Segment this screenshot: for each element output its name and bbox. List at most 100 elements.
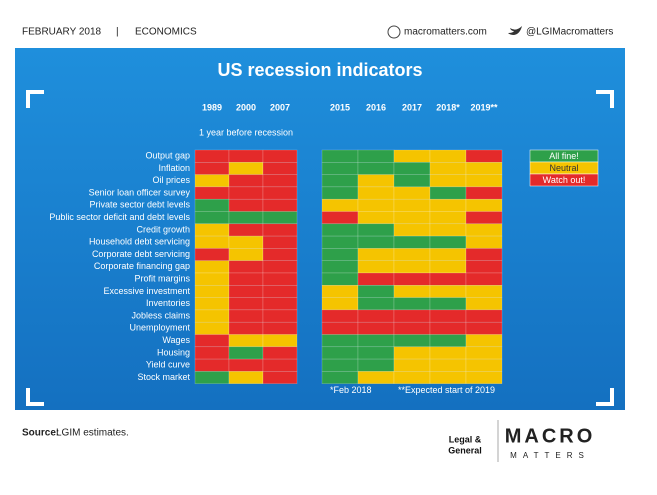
cell (228, 248, 264, 261)
column-label: 1989 (202, 102, 222, 112)
cell (429, 297, 467, 311)
cell (321, 358, 359, 372)
cell (262, 198, 298, 212)
row-label: Profit margins (134, 274, 190, 284)
cell (357, 309, 395, 323)
legend-swatch (529, 173, 599, 187)
cell (321, 186, 359, 200)
cell (465, 211, 503, 225)
cell (262, 223, 298, 237)
cell (321, 285, 359, 298)
legend-label: All fine! (549, 151, 579, 161)
row-label: Senior loan officer survey (89, 187, 191, 197)
row-label: Excessive investment (103, 286, 190, 296)
section: ECONOMICS (135, 27, 197, 38)
cell (262, 260, 298, 274)
cell (429, 248, 467, 261)
cell (194, 285, 230, 298)
cell (465, 248, 503, 261)
cell (393, 162, 431, 175)
cell (262, 309, 298, 323)
cell (194, 223, 230, 237)
cell (228, 260, 264, 274)
cell (228, 371, 264, 384)
cell (429, 223, 467, 237)
cell (194, 186, 230, 200)
cell (393, 223, 431, 237)
cell (429, 371, 467, 384)
cell (228, 174, 264, 188)
cell (228, 162, 264, 175)
cell (321, 223, 359, 237)
cell (465, 260, 503, 274)
legend-label: Neutral (549, 163, 578, 173)
row-label: Output gap (145, 151, 190, 161)
cell (429, 346, 467, 360)
row-label: Private sector debt levels (89, 200, 190, 210)
logo-bottom: MATTERS (510, 451, 590, 460)
cell (262, 297, 298, 311)
cell (262, 358, 298, 372)
cell (194, 358, 230, 372)
row-label: Housing (157, 347, 190, 357)
row-label: Yield curve (146, 360, 190, 370)
source-label: Source: (22, 428, 59, 439)
cell (465, 297, 503, 311)
cell (429, 358, 467, 372)
cell (194, 162, 230, 175)
cell (321, 198, 359, 212)
cell (393, 186, 431, 200)
cell (194, 297, 230, 311)
cell (393, 272, 431, 286)
cell (194, 272, 230, 286)
row-label: Unemployment (129, 323, 190, 333)
cell (228, 198, 264, 212)
row-label: Jobless claims (131, 310, 190, 320)
cell (228, 186, 264, 200)
cell (465, 174, 503, 188)
cell (429, 149, 467, 163)
cell (465, 162, 503, 175)
column-label: 2007 (270, 102, 290, 112)
cell (262, 248, 298, 261)
cell (429, 272, 467, 286)
row-label: Household debt servicing (89, 237, 190, 247)
cell (429, 211, 467, 225)
web-icon (387, 25, 401, 39)
column-label: 2019** (470, 102, 498, 112)
date: FEBRUARY 2018 (22, 27, 102, 38)
website: macromatters.com (404, 27, 487, 38)
cell (228, 211, 264, 225)
cell (357, 198, 395, 212)
cell (357, 371, 395, 384)
row-label: Stock market (137, 372, 190, 382)
cell (393, 346, 431, 360)
cell (465, 272, 503, 286)
cell (228, 309, 264, 323)
cell (262, 272, 298, 286)
cell (465, 309, 503, 323)
cell (429, 309, 467, 323)
column-label: 2000 (236, 102, 256, 112)
cell (465, 235, 503, 249)
cell (321, 334, 359, 348)
cell (262, 174, 298, 188)
cell (429, 285, 467, 298)
cell (393, 334, 431, 348)
cell (262, 211, 298, 225)
row-label: Corporate financing gap (94, 261, 190, 271)
cell (194, 198, 230, 212)
column-label: 2016 (366, 102, 386, 112)
row-label: Public sector deficit and debt levels (49, 212, 190, 222)
cell (194, 260, 230, 274)
brand-bottom: General (448, 445, 482, 455)
cell (465, 321, 503, 335)
cell (262, 149, 298, 163)
cell (194, 235, 230, 249)
cell (357, 162, 395, 175)
cell (465, 334, 503, 348)
cell (194, 346, 230, 360)
cell (393, 149, 431, 163)
cell (465, 223, 503, 237)
source-text: LGIM estimates. (56, 428, 129, 439)
